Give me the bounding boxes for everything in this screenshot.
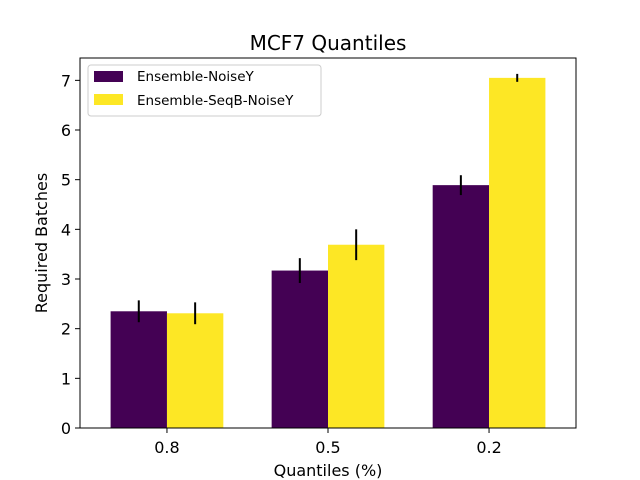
- bar-series0-0.8: [110, 311, 167, 428]
- bars-layer: [110, 77, 546, 429]
- legend-label-ensemble-noisey: Ensemble-NoiseY: [137, 69, 255, 85]
- y-tick-label: 7: [61, 71, 71, 90]
- y-tick-label: 4: [61, 220, 71, 239]
- y-axis-label: Required Batches: [32, 173, 51, 313]
- y-axis-ticks: 0 1 2 3 4 5 6 7: [61, 71, 80, 438]
- bar-series0-0.2: [432, 185, 490, 428]
- x-axis-ticks: 0.8 0.5 0.2: [154, 428, 502, 457]
- legend-frame: [87, 64, 322, 117]
- y-tick-label: 2: [61, 320, 71, 339]
- chart-title: MCF7 Quantiles: [250, 31, 407, 55]
- x-tick-label: 0.8: [154, 438, 179, 457]
- legend-swatch-ensemble-noisey: [94, 71, 123, 82]
- x-axis-label: Quantiles (%): [274, 461, 383, 480]
- x-tick-label: 0.2: [476, 438, 501, 457]
- y-tick-label: 5: [61, 171, 71, 190]
- y-tick-label: 1: [61, 369, 71, 388]
- bar-series1-0.2: [489, 77, 546, 429]
- legend-label-ensemble-seqb-noisey: Ensemble-SeqB-NoiseY: [137, 93, 294, 109]
- legend: Ensemble-NoiseY Ensemble-SeqB-NoiseY: [87, 64, 322, 117]
- plot-area: 0 1 2 3 4 5 6 7 0.8 0.5 0.2: [61, 57, 577, 457]
- legend-swatch-ensemble-seqb-noisey: [94, 94, 123, 105]
- bar-series1-0.5: [328, 244, 385, 428]
- y-tick-label: 3: [61, 270, 71, 289]
- x-tick-label: 0.5: [315, 438, 340, 457]
- y-tick-label: 0: [61, 419, 71, 438]
- y-tick-label: 6: [61, 121, 71, 140]
- bar-series0-0.5: [271, 270, 328, 428]
- error-bars-layer: [137, 73, 519, 325]
- bar-series1-0.8: [166, 313, 224, 428]
